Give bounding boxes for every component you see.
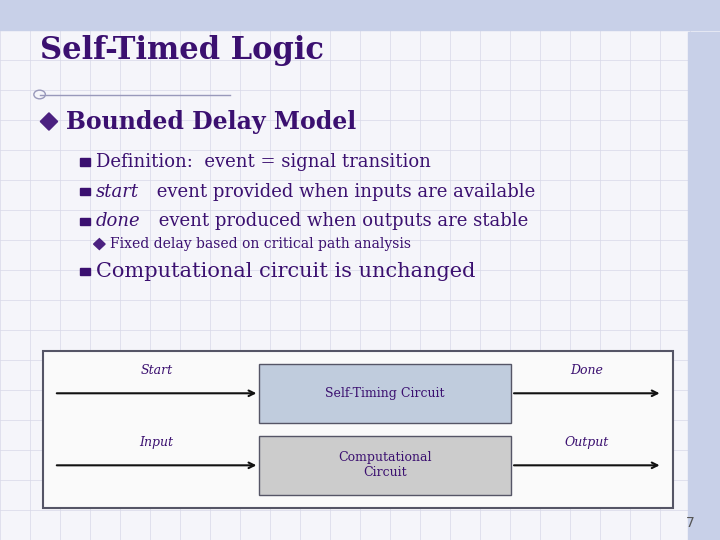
- FancyBboxPatch shape: [43, 351, 673, 508]
- Text: event produced when outputs are stable: event produced when outputs are stable: [153, 212, 528, 231]
- Bar: [80, 188, 89, 195]
- Polygon shape: [40, 113, 58, 130]
- Text: Definition:  event = signal transition: Definition: event = signal transition: [96, 153, 431, 171]
- Bar: [80, 159, 89, 165]
- FancyBboxPatch shape: [259, 436, 511, 495]
- Text: Computational
Circuit: Computational Circuit: [338, 451, 432, 480]
- Bar: [80, 218, 89, 225]
- Bar: [80, 268, 89, 275]
- Text: Start: Start: [140, 364, 173, 377]
- Text: event provided when inputs are available: event provided when inputs are available: [151, 183, 536, 201]
- Text: Output: Output: [564, 436, 609, 449]
- Text: Computational circuit is unchanged: Computational circuit is unchanged: [96, 261, 475, 281]
- Text: start: start: [96, 183, 139, 201]
- Text: Fixed delay based on critical path analysis: Fixed delay based on critical path analy…: [110, 237, 411, 251]
- Polygon shape: [94, 239, 105, 249]
- Text: Bounded Delay Model: Bounded Delay Model: [66, 110, 356, 133]
- Text: done: done: [96, 212, 140, 231]
- Text: Self-Timing Circuit: Self-Timing Circuit: [325, 387, 445, 400]
- Bar: [688, 32, 720, 540]
- Text: Done: Done: [570, 364, 603, 377]
- Text: Input: Input: [140, 436, 174, 449]
- Bar: [0, 0, 720, 30]
- FancyBboxPatch shape: [259, 363, 511, 423]
- Text: Self-Timed Logic: Self-Timed Logic: [40, 35, 323, 66]
- Text: 7: 7: [686, 516, 695, 530]
